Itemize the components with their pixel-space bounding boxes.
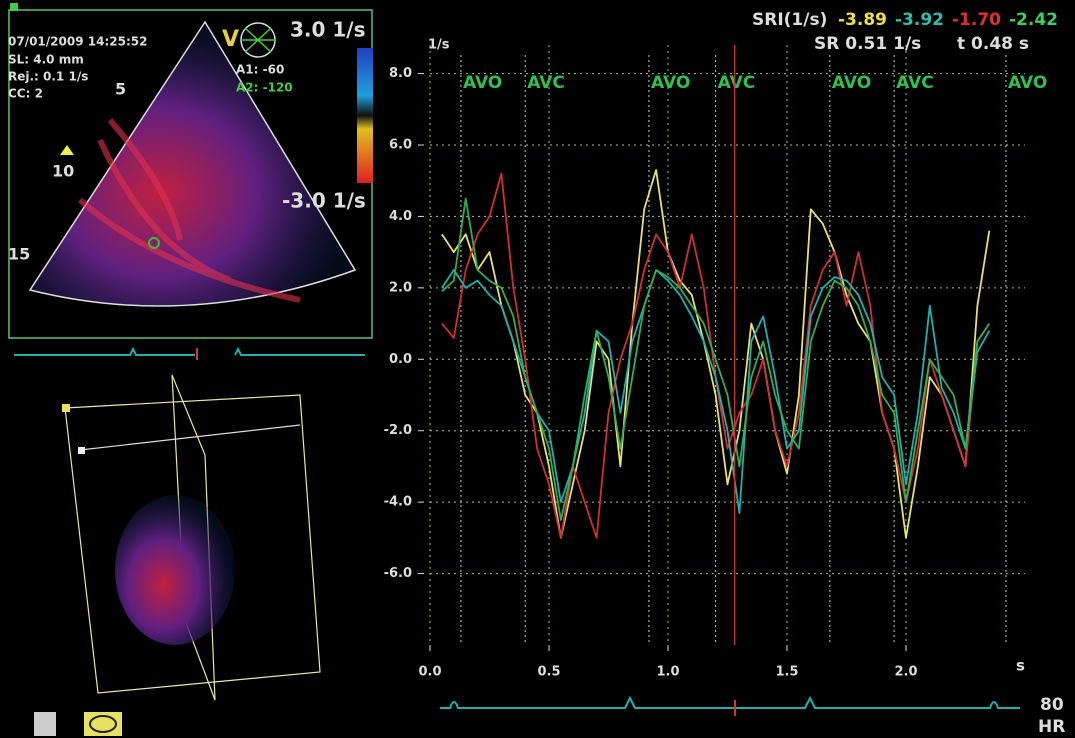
corner-marker (62, 404, 70, 412)
corner-marker (10, 3, 18, 11)
x-tick-label: 0.5 (537, 665, 560, 680)
echo-mode: V (222, 27, 239, 52)
echo-rej: Rej.: 0.1 1/s (8, 70, 88, 84)
sri-value: -2.42 (1009, 10, 1058, 30)
x-axis-label: s (1016, 657, 1025, 675)
event-label: AVC (718, 73, 756, 93)
y-tick-label: -4.0 (384, 495, 412, 510)
y-tick-label: 2.0 (389, 280, 412, 295)
corner-marker (78, 447, 85, 454)
event-label: AVO (463, 73, 502, 93)
x-tick-label: 2.0 (894, 665, 917, 680)
echo-date: 07/01/2009 14:25:52 (8, 35, 147, 49)
hr-label: HR (1038, 717, 1065, 737)
echo-cc: CC: 2 (8, 87, 43, 101)
x-tick-label: 0.0 (418, 665, 441, 680)
y-tick-label: 0.0 (389, 352, 412, 367)
y-tick-label: 6.0 (389, 138, 412, 153)
pen-tool[interactable] (34, 712, 56, 736)
depth-label: 10 (52, 162, 74, 181)
sri-value: -1.70 (952, 10, 1001, 30)
y-tick-label: 8.0 (389, 66, 412, 81)
event-label: AVO (651, 73, 690, 93)
scale-max: 3.0 1/s (290, 18, 366, 42)
y-tick-label: -6.0 (384, 566, 412, 581)
screen: 07/01/2009 14:25:52 SL: 4.0 mm Rej.: 0.1… (0, 0, 1075, 738)
x-tick-label: 1.5 (775, 665, 798, 680)
event-label: AVC (527, 73, 565, 93)
event-label: AVO (1008, 73, 1047, 93)
angle-a1: A1: -60 (236, 63, 284, 77)
event-label: AVO (832, 73, 871, 93)
event-label: AVC (896, 73, 934, 93)
color-bar (357, 48, 373, 183)
sr-readout: SR 0.51 1/s (814, 34, 921, 54)
sri-value: -3.92 (895, 10, 944, 30)
depth-label: 15 (8, 245, 30, 264)
y-tick-label: 4.0 (389, 209, 412, 224)
y-tick-label: -2.0 (384, 423, 412, 438)
t-readout: t 0.48 s (957, 34, 1029, 54)
depth-label: 5 (115, 80, 126, 99)
echo-sl: SL: 4.0 mm (8, 53, 84, 67)
hr-value: 80 (1040, 695, 1064, 715)
angle-a2: A2: -120 (236, 81, 293, 95)
y-axis-label: 1/s (428, 38, 450, 53)
sri-label: SRI(1/s) (752, 10, 827, 30)
scale-min: -3.0 1/s (282, 189, 366, 213)
x-tick-label: 1.0 (656, 665, 679, 680)
volume-render (115, 495, 235, 645)
sri-value: -3.89 (838, 10, 887, 30)
